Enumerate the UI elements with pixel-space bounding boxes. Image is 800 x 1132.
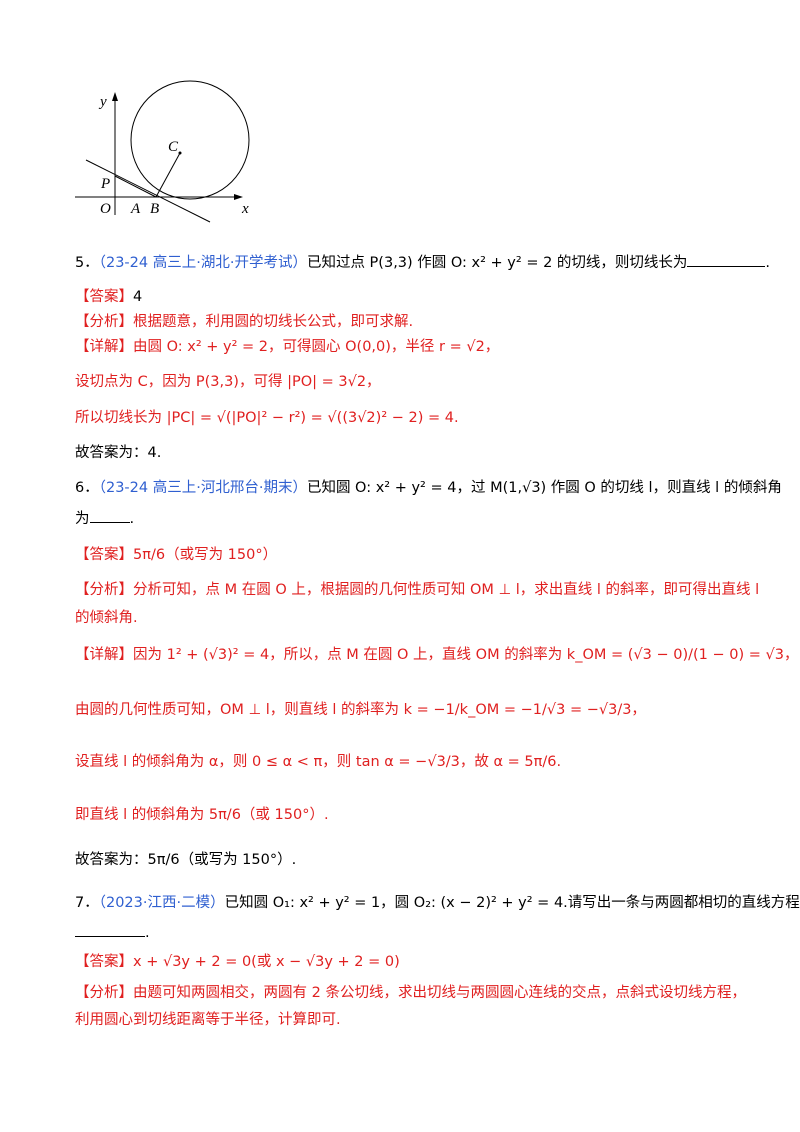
text: 由题可知两圆相交，两圆有 2 条公切线，求出切线与两圆圆心连线的交点，点斜式设切… [133,985,746,1001]
text: 根据题意，利用圆的切线长公式，即可求解. [133,314,414,330]
label: y [98,94,107,110]
question: 为. [75,508,134,529]
label: B [150,201,159,217]
final-answer: 故答案为：5π/6（或写为 150°）. [75,852,297,868]
tangent-line [85,159,211,223]
stem: . [129,511,135,527]
answer: 【答案】4 [75,287,142,307]
text: 分析可知，点 M 在圆 O 上，根据圆的几何性质可知 OM ⊥ l，求出直线 l… [133,582,760,598]
text: 由圆 O: x² + y² = 2，可得圆心 O(0,0)，半径 r = √2， [133,339,500,355]
segment [114,175,157,198]
label: x [241,201,249,217]
text: 因为 1² + (√3)² = 4，所以，点 M 在圆 O 上，直线 OM 的斜… [133,647,799,663]
final-answer: 故答案为：4. [75,445,162,461]
analysis: 【分析】由题可知两圆相交，两圆有 2 条公切线，求出切线与两圆圆心连线的交点，点… [75,983,746,1003]
number: 5． [75,255,99,271]
number: 7． [75,895,99,911]
tag: 【答案】 [75,547,133,563]
stem: 已知圆 O₁: x² + y² = 1，圆 O₂: (x − 2)² + y² … [224,895,800,911]
analysis: 利用圆心到切线距离等于半径，计算即可. [75,1012,341,1028]
source: （23-24 高三上·河北邢台·期末） [98,480,307,496]
stem: . [765,255,771,271]
tag: 【分析】 [75,985,133,1001]
figure: y C P O A B x [75,80,250,223]
detail: 由圆的几何性质可知，OM ⊥ l，则直线 l 的斜率为 k = −1/k_OM … [75,702,646,718]
detail: 所以切线长为 |PC| = √(|PO|² − r²) = √((3√2)² −… [75,410,459,426]
label: C [168,139,179,155]
radius [155,152,181,198]
analysis: 的倾斜角. [75,610,138,626]
answer-value: 5π/6（或写为 150°） [133,547,278,563]
question: . [75,922,150,943]
tag: 【分析】 [75,314,133,330]
stem: . [145,925,150,941]
source: （2023·江西·二模） [98,895,225,911]
question: 6．（23-24 高三上·河北邢台·期末）已知圆 O: x² + y² = 4，… [75,478,782,498]
number: 6． [75,480,99,496]
analysis: 【分析】根据题意，利用圆的切线长公式，即可求解. [75,312,413,332]
arrow [234,194,243,200]
tag: 【答案】 [75,954,133,970]
answer-value: x + √3y + 2 = 0(或 x − √3y + 2 = 0) [133,954,400,970]
answer: 【答案】5π/6（或写为 150°） [75,545,277,565]
label: P [100,176,110,192]
stem: 已知圆 O: x² + y² = 4，过 M(1,√3) 作圆 O 的切线 l，… [306,480,782,496]
blank [89,508,130,523]
tag: 【详解】 [75,647,133,663]
label: A [130,201,141,217]
circle [130,80,250,200]
analysis: 【分析】分析可知，点 M 在圆 O 上，根据圆的几何性质可知 OM ⊥ l，求出… [75,580,759,600]
question: 5．（23-24 高三上·湖北·开学考试）已知过点 P(3,3) 作圆 O: x… [75,252,770,273]
detail: 【详解】因为 1² + (√3)² = 4，所以，点 M 在圆 O 上，直线 O… [75,645,798,665]
blank [75,922,145,937]
blank [687,252,766,267]
detail: 即直线 l 的倾斜角为 5π/6（或 150°）. [75,807,329,823]
detail: 设直线 l 的倾斜角为 α，则 0 ≤ α < π，则 tan α = −√3/… [75,754,562,770]
answer: 【答案】x + √3y + 2 = 0(或 x − √3y + 2 = 0) [75,952,400,972]
center [178,151,182,155]
source: （23-24 高三上·湖北·开学考试） [98,255,307,271]
detail: 【详解】由圆 O: x² + y² = 2，可得圆心 O(0,0)，半径 r =… [75,337,499,357]
question: 7．（2023·江西·二模）已知圆 O₁: x² + y² = 1，圆 O₂: … [75,893,800,913]
tag: 【分析】 [75,582,133,598]
stem: 为 [75,511,90,527]
detail: 设切点为 C，因为 P(3,3)，可得 |PO| = 3√2， [75,374,381,390]
tag: 【答案】 [75,289,133,305]
label: O [100,201,111,217]
stem: 已知过点 P(3,3) 作圆 O: x² + y² = 2 的切线，则切线长为 [306,255,688,271]
answer-value: 4 [133,289,143,305]
arrow [112,92,118,101]
tag: 【详解】 [75,339,133,355]
